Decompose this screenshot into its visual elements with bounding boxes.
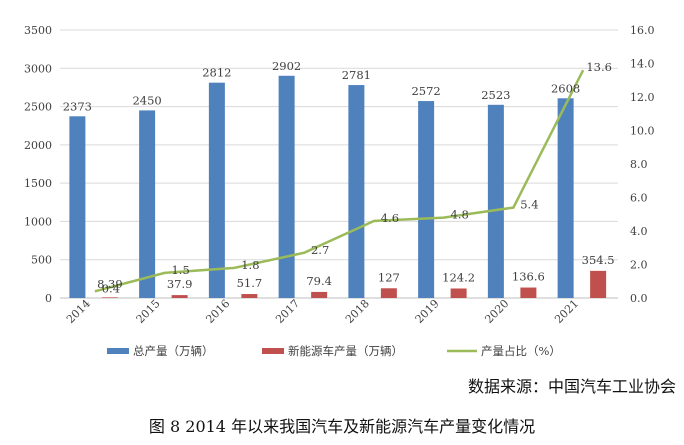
bar-total [487, 104, 504, 298]
y-tick-label: 1000 [24, 215, 52, 228]
legend-label: 新能源车产量（万辆） [288, 344, 403, 358]
line-series [94, 69, 585, 293]
data-label-share: 5.4 [520, 198, 538, 212]
legend-label: 产量占比（%） [481, 344, 561, 358]
y-tick-label: 2000 [24, 139, 52, 152]
data-label-nev: 37.9 [167, 277, 193, 291]
y2-tick-label: 16.0 [630, 24, 655, 37]
y-tick-label: 0 [45, 292, 52, 305]
data-label-share: 13.6 [586, 60, 612, 74]
y2-tick-label: 12.0 [630, 91, 655, 104]
y-tick-label: 3500 [24, 24, 52, 37]
x-tick-label: 2021 [552, 297, 581, 326]
source-note: 数据来源：中国汽车工业协会 [467, 377, 676, 396]
data-label-total: 2572 [411, 84, 440, 98]
x-tick-label: 2019 [413, 297, 442, 326]
data-label-share: 1.5 [171, 263, 189, 277]
data-label-nev: 8.39 [97, 277, 123, 291]
x-tick-label: 2015 [134, 297, 163, 326]
x-tick-label: 2016 [203, 297, 232, 326]
bar-total [557, 98, 574, 298]
bar-nev [450, 288, 467, 298]
data-label-total: 2523 [481, 88, 510, 102]
bar-nev [101, 297, 118, 298]
data-label-nev: 124.2 [442, 270, 475, 284]
data-label-total: 2781 [342, 68, 371, 82]
data-labels: 2373 8.39 2450 37.9 2812 51.7 2902 79.4 2781 127 2… [63, 59, 615, 296]
data-label-share: 4.6 [381, 211, 399, 225]
y2-tick-label: 14.0 [630, 58, 655, 71]
data-label-nev: 127 [378, 270, 400, 284]
bar-nev [520, 287, 537, 298]
data-label-share: 2.7 [311, 243, 329, 257]
bar-nev [590, 270, 607, 298]
bar-nev [380, 288, 397, 298]
y2-tick-label: 8.0 [630, 158, 648, 171]
bar-total [418, 101, 435, 298]
data-label-nev: 136.6 [512, 270, 545, 284]
bars [69, 75, 607, 299]
y2-tick-label: 2.0 [630, 259, 648, 272]
bar-total [348, 85, 365, 298]
line-share [94, 69, 585, 293]
data-label-total: 2812 [202, 66, 231, 80]
data-label-share: 1.8 [241, 258, 259, 272]
legend-label: 总产量（万辆） [133, 344, 214, 358]
data-label-nev: 354.5 [582, 253, 615, 267]
bar-nev [171, 295, 188, 298]
bar-total [208, 82, 225, 298]
chart: 0 500 1000 1500 2000 2500 3000 3500 0.0 2.0 4.0 6.0… [24, 24, 655, 358]
bar-nev [241, 294, 258, 298]
y-tick-label: 1500 [24, 177, 52, 190]
data-label-total: 2373 [63, 99, 92, 113]
data-label-total: 2608 [551, 81, 580, 95]
data-label-share: 4.8 [450, 208, 468, 222]
legend-swatch [262, 348, 284, 354]
data-label-total: 2450 [132, 93, 161, 107]
y2-tick-label: 6.0 [630, 192, 648, 205]
data-label-share: 0.4 [102, 281, 120, 295]
legend-swatch [107, 348, 129, 354]
x-tick-label: 2020 [482, 297, 511, 326]
bar-total [139, 110, 156, 299]
x-tick-label: 2014 [64, 297, 93, 326]
y2-tick-label: 4.0 [630, 225, 648, 238]
bar-total [69, 116, 86, 299]
y-tick-label: 500 [31, 254, 52, 267]
figure-caption: 图 8 2014 年以来我国汽车及新能源汽车产量变化情况 [148, 417, 536, 436]
data-label-nev: 51.7 [237, 276, 263, 290]
y2-tick-label: 0.0 [630, 292, 648, 305]
y-tick-label: 2500 [24, 101, 52, 114]
x-tick-label: 2018 [343, 297, 372, 326]
x-tick-label: 2017 [273, 297, 302, 326]
data-label-total: 2902 [272, 59, 301, 73]
data-label-nev: 79.4 [306, 274, 332, 288]
bar-nev [311, 291, 328, 298]
y2-tick-label: 10.0 [630, 125, 655, 138]
legend: 总产量（万辆） 新能源车产量（万辆） 产量占比（%） [107, 344, 561, 358]
y-tick-label: 3000 [24, 62, 52, 75]
bar-total [278, 75, 295, 299]
